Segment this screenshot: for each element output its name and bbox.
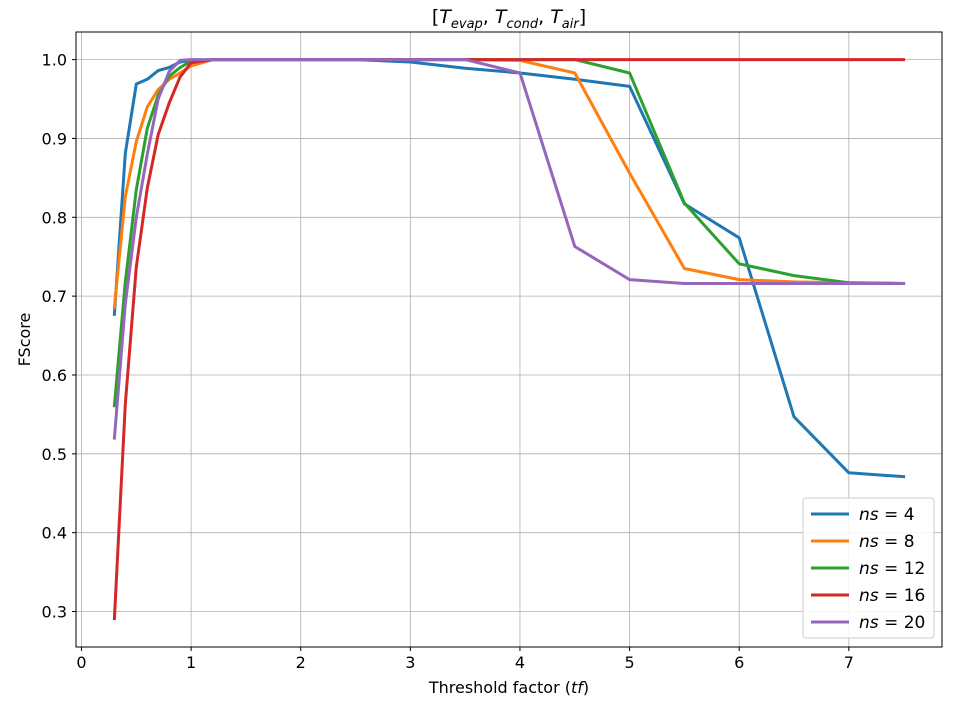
chart-title: [Tevap, Tcond, Tair]	[432, 6, 586, 32]
title-symbol: T	[439, 6, 452, 28]
x-axis-label-variable: tf	[571, 678, 585, 697]
title-separator: ,	[538, 6, 550, 28]
y-tick-label: 0.7	[42, 287, 67, 306]
legend-label: ns = 12	[859, 559, 925, 579]
legend-label: ns = 8	[859, 532, 915, 552]
legend-label-value: 20	[904, 613, 926, 633]
y-axis: 0.3 0.4 0.5 0.6 0.7 0.8 0.9 1.0	[42, 51, 76, 622]
plot-area	[76, 32, 942, 647]
title-subscript: cond	[507, 17, 539, 32]
legend-label-variable: ns	[859, 586, 879, 606]
title-bracket-close: ]	[579, 6, 586, 28]
x-axis-label: Threshold factor (tf)	[428, 678, 589, 697]
x-tick-label: 4	[515, 653, 525, 672]
legend-label-variable: ns	[859, 532, 879, 552]
y-tick-label: 0.4	[42, 524, 67, 543]
legend-box	[802, 497, 935, 639]
y-tick-label: 1.0	[42, 51, 67, 70]
title-symbol: T	[550, 6, 563, 28]
grid	[76, 32, 942, 647]
series-lines	[112, 58, 906, 621]
x-tick-label: 6	[734, 653, 744, 672]
legend-label-value: 16	[904, 586, 926, 606]
x-tick-label: 2	[296, 653, 306, 672]
legend-label-equals: =	[879, 613, 904, 633]
legend-label: ns = 20	[859, 613, 925, 633]
y-tick-label: 0.5	[42, 445, 67, 464]
x-tick-label: 0	[76, 653, 86, 672]
y-tick-label: 0.3	[42, 603, 67, 622]
legend-label: ns = 4	[859, 505, 915, 525]
legend-label-equals: =	[879, 559, 904, 579]
x-axis: 0 1 2 3 4 5 6 7	[76, 647, 854, 672]
legend-label-equals: =	[879, 505, 904, 525]
y-tick-label: 0.6	[42, 366, 67, 385]
legend-label-variable: ns	[859, 613, 879, 633]
y-tick-label: 0.8	[42, 208, 67, 227]
legend-label-variable: ns	[859, 559, 879, 579]
x-tick-label: 3	[405, 653, 415, 672]
series-line-ns-20	[112, 58, 906, 440]
legend-label-variable: ns	[859, 505, 879, 525]
title-subscript: evap	[451, 17, 483, 32]
title-separator: ,	[483, 6, 495, 28]
legend-label-value: 12	[904, 559, 926, 579]
x-tick-label: 5	[624, 653, 634, 672]
legend-label-value: 8	[904, 532, 915, 552]
legend-label-equals: =	[879, 532, 904, 552]
x-tick-label: 7	[844, 653, 854, 672]
y-tick-label: 0.9	[42, 129, 67, 148]
x-axis-label-suffix: )	[583, 678, 589, 697]
legend-label-equals: =	[879, 586, 904, 606]
title-bracket-open: [	[432, 6, 439, 28]
y-axis-label: FScore	[15, 313, 34, 367]
axes-frame	[75, 31, 943, 648]
title-subscript: air	[562, 17, 581, 32]
x-axis-label-prefix: Threshold factor (	[428, 678, 571, 697]
legend-label: ns = 16	[859, 586, 925, 606]
x-tick-label: 1	[186, 653, 196, 672]
legend-label-value: 4	[904, 505, 915, 525]
title-symbol: T	[495, 6, 508, 28]
